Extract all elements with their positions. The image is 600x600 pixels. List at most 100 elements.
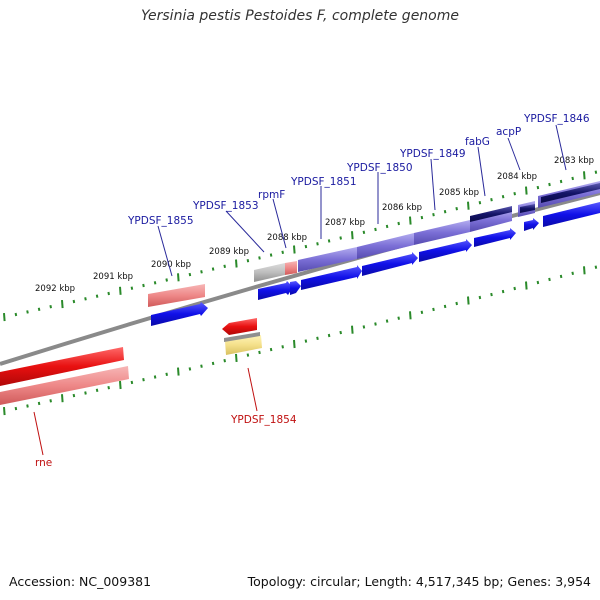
minor-tick xyxy=(374,322,377,326)
tick-label: 2091 kbp xyxy=(93,272,133,282)
feature-block-dark[interactable] xyxy=(470,206,512,222)
gene-label[interactable]: YPDSF_1850 xyxy=(346,162,413,174)
major-tick xyxy=(61,394,64,403)
minor-tick xyxy=(443,210,447,214)
major-tick xyxy=(3,313,6,322)
leader-line xyxy=(225,210,265,253)
minor-tick xyxy=(200,270,203,274)
minor-tick xyxy=(49,305,52,309)
gene-label[interactable]: rne xyxy=(35,457,52,469)
leader-line xyxy=(247,367,258,412)
minor-tick xyxy=(84,297,87,301)
minor-tick xyxy=(37,401,41,406)
minor-tick xyxy=(316,242,319,246)
feature-block-gray[interactable] xyxy=(254,263,285,282)
minor-tick xyxy=(281,345,284,349)
minor-tick xyxy=(188,367,192,371)
feature-block-pink[interactable] xyxy=(285,261,297,275)
minor-tick xyxy=(362,230,366,234)
cds-arrow-plus[interactable] xyxy=(524,218,539,231)
cds-arrow-plus[interactable] xyxy=(290,281,301,295)
cds-arrow-plus[interactable] xyxy=(543,202,600,227)
minor-tick xyxy=(153,281,157,285)
major-tick xyxy=(583,266,586,275)
minor-tick xyxy=(165,372,168,376)
minor-tick xyxy=(594,170,598,174)
minor-tick xyxy=(14,312,18,317)
label-leaders xyxy=(33,124,567,456)
major-tick xyxy=(583,171,586,180)
gene-label[interactable]: YPDSF_1851 xyxy=(290,176,357,188)
minor-tick xyxy=(420,310,424,314)
minor-tick xyxy=(513,286,516,291)
leader-line xyxy=(555,124,567,171)
feature-block[interactable] xyxy=(470,209,512,232)
minus-cds-track xyxy=(0,318,257,386)
cds-block-minus[interactable] xyxy=(0,347,124,386)
minor-tick xyxy=(223,359,226,363)
cds-arrow-plus[interactable] xyxy=(151,302,208,326)
minor-tick xyxy=(362,325,366,329)
minor-tick xyxy=(397,221,400,226)
cds-arrow-plus[interactable] xyxy=(474,228,516,247)
minor-tick xyxy=(594,265,598,269)
minor-tick xyxy=(130,286,134,290)
gene-label[interactable]: YPDSF_1854 xyxy=(230,414,297,426)
minor-tick xyxy=(84,391,87,395)
cds-arrow-minus[interactable] xyxy=(222,318,257,335)
gene-label[interactable]: YPDSF_1849 xyxy=(399,148,466,160)
cds-arrow-plus[interactable] xyxy=(419,239,472,262)
feature-block-pink[interactable] xyxy=(0,366,129,405)
feature-block-dark[interactable] xyxy=(520,204,535,213)
minor-tick xyxy=(142,378,145,382)
minor-tick xyxy=(501,289,505,294)
minor-tick xyxy=(536,185,540,190)
minor-tick xyxy=(548,182,551,187)
gene-label[interactable]: rpmF xyxy=(258,189,285,201)
minor-tick xyxy=(258,350,261,355)
minor-tick xyxy=(316,336,319,340)
gene-label[interactable]: acpP xyxy=(496,126,521,138)
leader-line xyxy=(157,225,173,277)
minor-tick xyxy=(153,375,157,379)
cds-arrow-plus[interactable] xyxy=(301,265,362,290)
minor-tick xyxy=(211,361,215,366)
cds-arrow-plus[interactable] xyxy=(258,281,293,300)
minor-tick xyxy=(142,283,145,288)
minor-tick xyxy=(339,330,342,335)
major-tick xyxy=(119,380,122,390)
cds-arrow-plus[interactable] xyxy=(362,252,418,276)
minor-tick xyxy=(432,213,435,217)
genome-summary-text: Topology: circular; Length: 4,517,345 bp… xyxy=(247,574,591,589)
minor-tick xyxy=(37,307,41,311)
major-tick xyxy=(61,300,64,309)
minor-tick xyxy=(374,227,377,232)
feature-block-pink[interactable] xyxy=(148,284,205,307)
feature-block-gray[interactable] xyxy=(224,332,260,342)
major-tick xyxy=(235,259,238,268)
plus-feature-track xyxy=(148,181,600,307)
minor-tick xyxy=(281,250,284,254)
gene-label-group: YPDSF_1846 acpP fabG YPDSF_1849 YPDSF_18… xyxy=(35,113,590,469)
minor-tick xyxy=(95,294,99,298)
gene-label[interactable]: fabG xyxy=(465,136,490,148)
minor-tick xyxy=(327,239,331,243)
minor-tick xyxy=(304,339,308,343)
minor-tick xyxy=(490,198,493,202)
minor-tick xyxy=(559,179,563,184)
minor-tick xyxy=(258,256,261,260)
gene-label[interactable]: YPDSF_1853 xyxy=(192,200,259,212)
minor-tick xyxy=(49,399,52,403)
gene-label[interactable]: YPDSF_1855 xyxy=(127,215,194,227)
minor-tick xyxy=(223,264,226,268)
feature-block[interactable] xyxy=(298,247,357,272)
major-tick xyxy=(525,281,528,290)
minor-tick xyxy=(246,353,250,357)
feature-block-dark[interactable] xyxy=(541,183,600,203)
feature-block[interactable] xyxy=(414,220,470,245)
gene-label[interactable]: YPDSF_1846 xyxy=(523,113,590,125)
major-tick xyxy=(177,273,180,282)
tick-label-group: 2083 kbp 2084 kbp 2085 kbp 2086 kbp 2087… xyxy=(35,156,594,294)
feature-block[interactable] xyxy=(357,233,414,259)
minor-tick xyxy=(455,301,458,306)
